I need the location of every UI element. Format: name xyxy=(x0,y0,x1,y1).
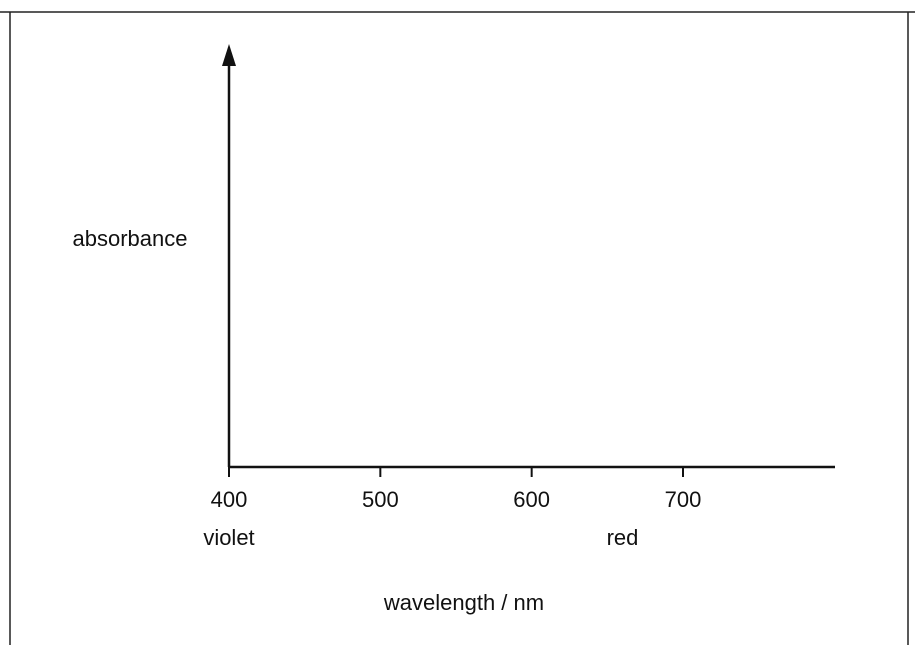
y-axis-label: absorbance xyxy=(73,226,188,251)
x-annotation-red: red xyxy=(607,525,639,550)
x-ticks-group xyxy=(229,467,683,477)
x-tick-label-700: 700 xyxy=(665,487,702,512)
x-annotations-group: violet red xyxy=(203,525,638,550)
x-tick-labels-group: 400 500 600 700 xyxy=(211,487,702,512)
x-axis-label: wavelength / nm xyxy=(383,590,544,615)
x-annotation-violet: violet xyxy=(203,525,254,550)
x-tick-label-600: 600 xyxy=(513,487,550,512)
y-axis-arrow-icon xyxy=(222,44,236,66)
x-tick-label-500: 500 xyxy=(362,487,399,512)
x-tick-label-400: 400 xyxy=(211,487,248,512)
